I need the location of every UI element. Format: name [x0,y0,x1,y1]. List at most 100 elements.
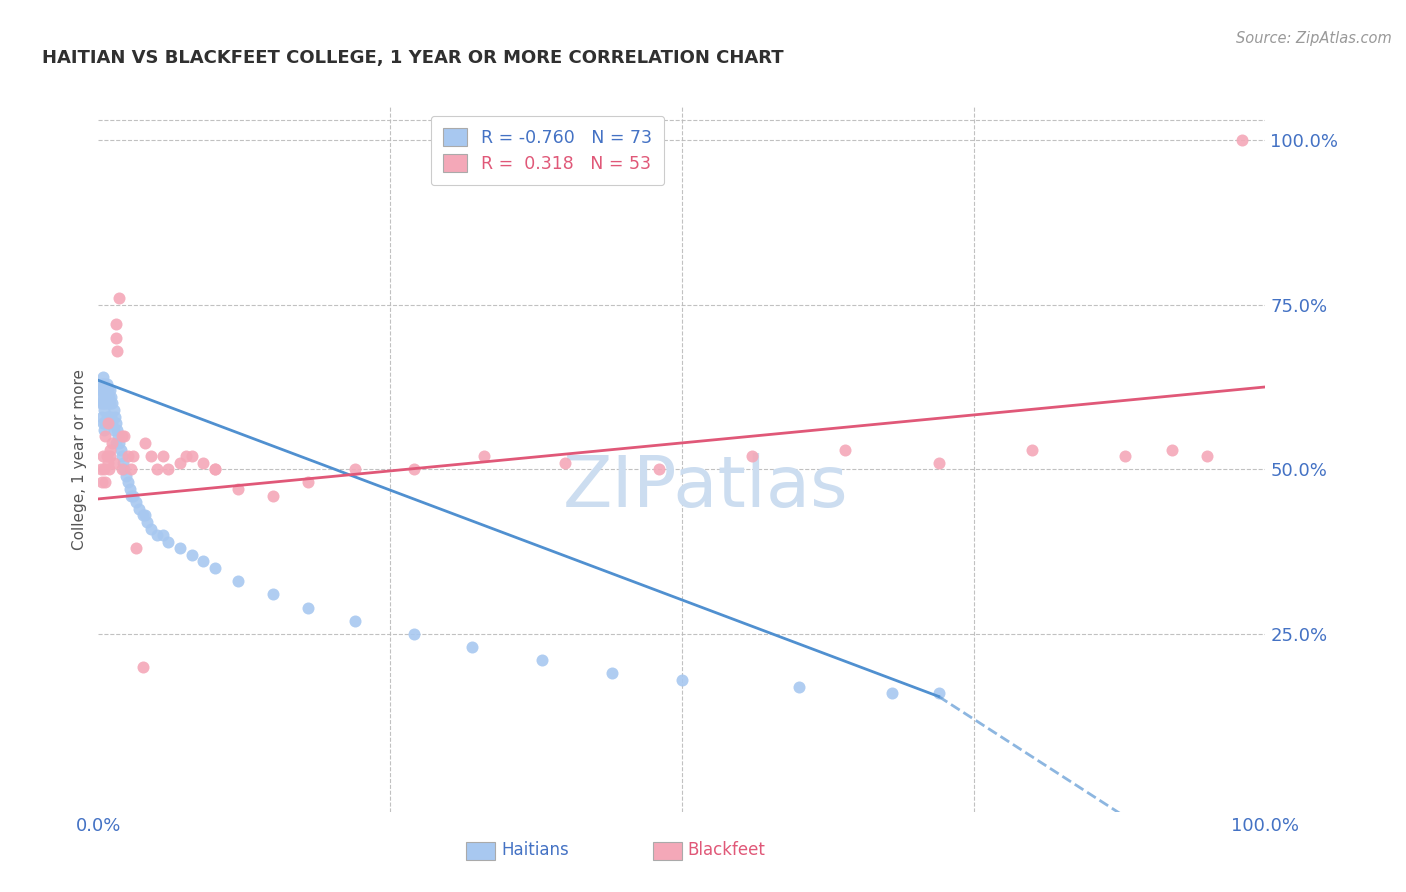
Point [152,528,174,542]
Point [91,416,114,430]
Point [472,449,495,463]
Point [90,390,112,404]
Text: HAITIAN VS BLACKFEET COLLEGE, 1 YEAR OR MORE CORRELATION CHART: HAITIAN VS BLACKFEET COLLEGE, 1 YEAR OR … [42,49,783,67]
Point [120,462,142,476]
Point [834,442,856,457]
Point [93,390,115,404]
Point [169,456,191,470]
Point [107,429,129,443]
Point [204,462,226,476]
Point [103,423,125,437]
Point [90,462,112,476]
Point [134,436,156,450]
Point [169,541,191,556]
Point [103,456,125,470]
Point [108,436,131,450]
Point [101,436,124,450]
Point [104,436,127,450]
Point [461,640,484,654]
Point [671,673,693,687]
Point [1114,449,1136,463]
Point [98,416,121,430]
FancyBboxPatch shape [465,842,495,860]
Point [157,462,180,476]
Point [344,614,367,628]
Point [98,449,121,463]
Point [94,429,117,443]
Point [193,456,215,470]
Point [228,482,250,496]
Point [146,462,169,476]
Point [105,343,128,358]
Point [1021,442,1043,457]
Point [100,390,122,404]
Point [787,680,810,694]
Point [554,456,576,470]
Point [94,396,117,410]
Point [97,416,120,430]
Point [94,416,117,430]
Point [139,449,162,463]
Point [297,475,319,490]
Point [180,548,202,562]
Point [93,376,115,391]
Point [91,396,114,410]
Point [344,462,367,476]
Text: Source: ZipAtlas.com: Source: ZipAtlas.com [1236,31,1392,46]
Point [105,423,128,437]
Point [96,449,118,463]
Point [1195,449,1218,463]
Point [157,534,180,549]
Point [90,383,112,397]
Point [204,462,226,476]
Point [139,522,162,536]
Point [98,383,121,397]
Point [262,489,284,503]
Legend: R = -0.760   N = 73, R =  0.318   N = 53: R = -0.760 N = 73, R = 0.318 N = 53 [432,116,665,186]
Point [91,383,114,397]
Point [97,383,120,397]
Point [101,396,124,410]
Point [103,403,125,417]
Point [180,449,202,463]
Point [134,508,156,523]
Point [132,660,155,674]
Point [204,561,226,575]
Point [402,627,425,641]
Point [530,653,553,667]
Point [112,462,135,476]
Point [122,449,145,463]
Point [98,396,121,410]
Point [90,475,112,490]
Point [97,396,120,410]
Point [90,376,112,391]
Point [93,423,115,437]
Point [97,462,120,476]
Point [94,383,117,397]
Point [125,541,148,556]
Point [880,686,903,700]
Point [146,528,169,542]
Point [262,587,284,601]
Point [104,330,127,344]
Point [97,416,120,430]
Point [228,574,250,589]
Point [125,495,148,509]
Point [90,396,112,410]
Text: Blackfeet: Blackfeet [688,841,766,860]
Point [108,291,131,305]
Point [104,409,127,424]
Point [97,390,120,404]
Point [741,449,763,463]
Point [97,409,120,424]
Point [111,456,134,470]
Point [91,449,114,463]
Point [111,462,134,476]
Point [118,482,141,496]
Point [120,489,142,503]
FancyBboxPatch shape [652,842,682,860]
Text: ZIPatlas: ZIPatlas [562,453,848,522]
Point [93,403,115,417]
Text: Haitians: Haitians [501,841,569,860]
Point [94,475,117,490]
